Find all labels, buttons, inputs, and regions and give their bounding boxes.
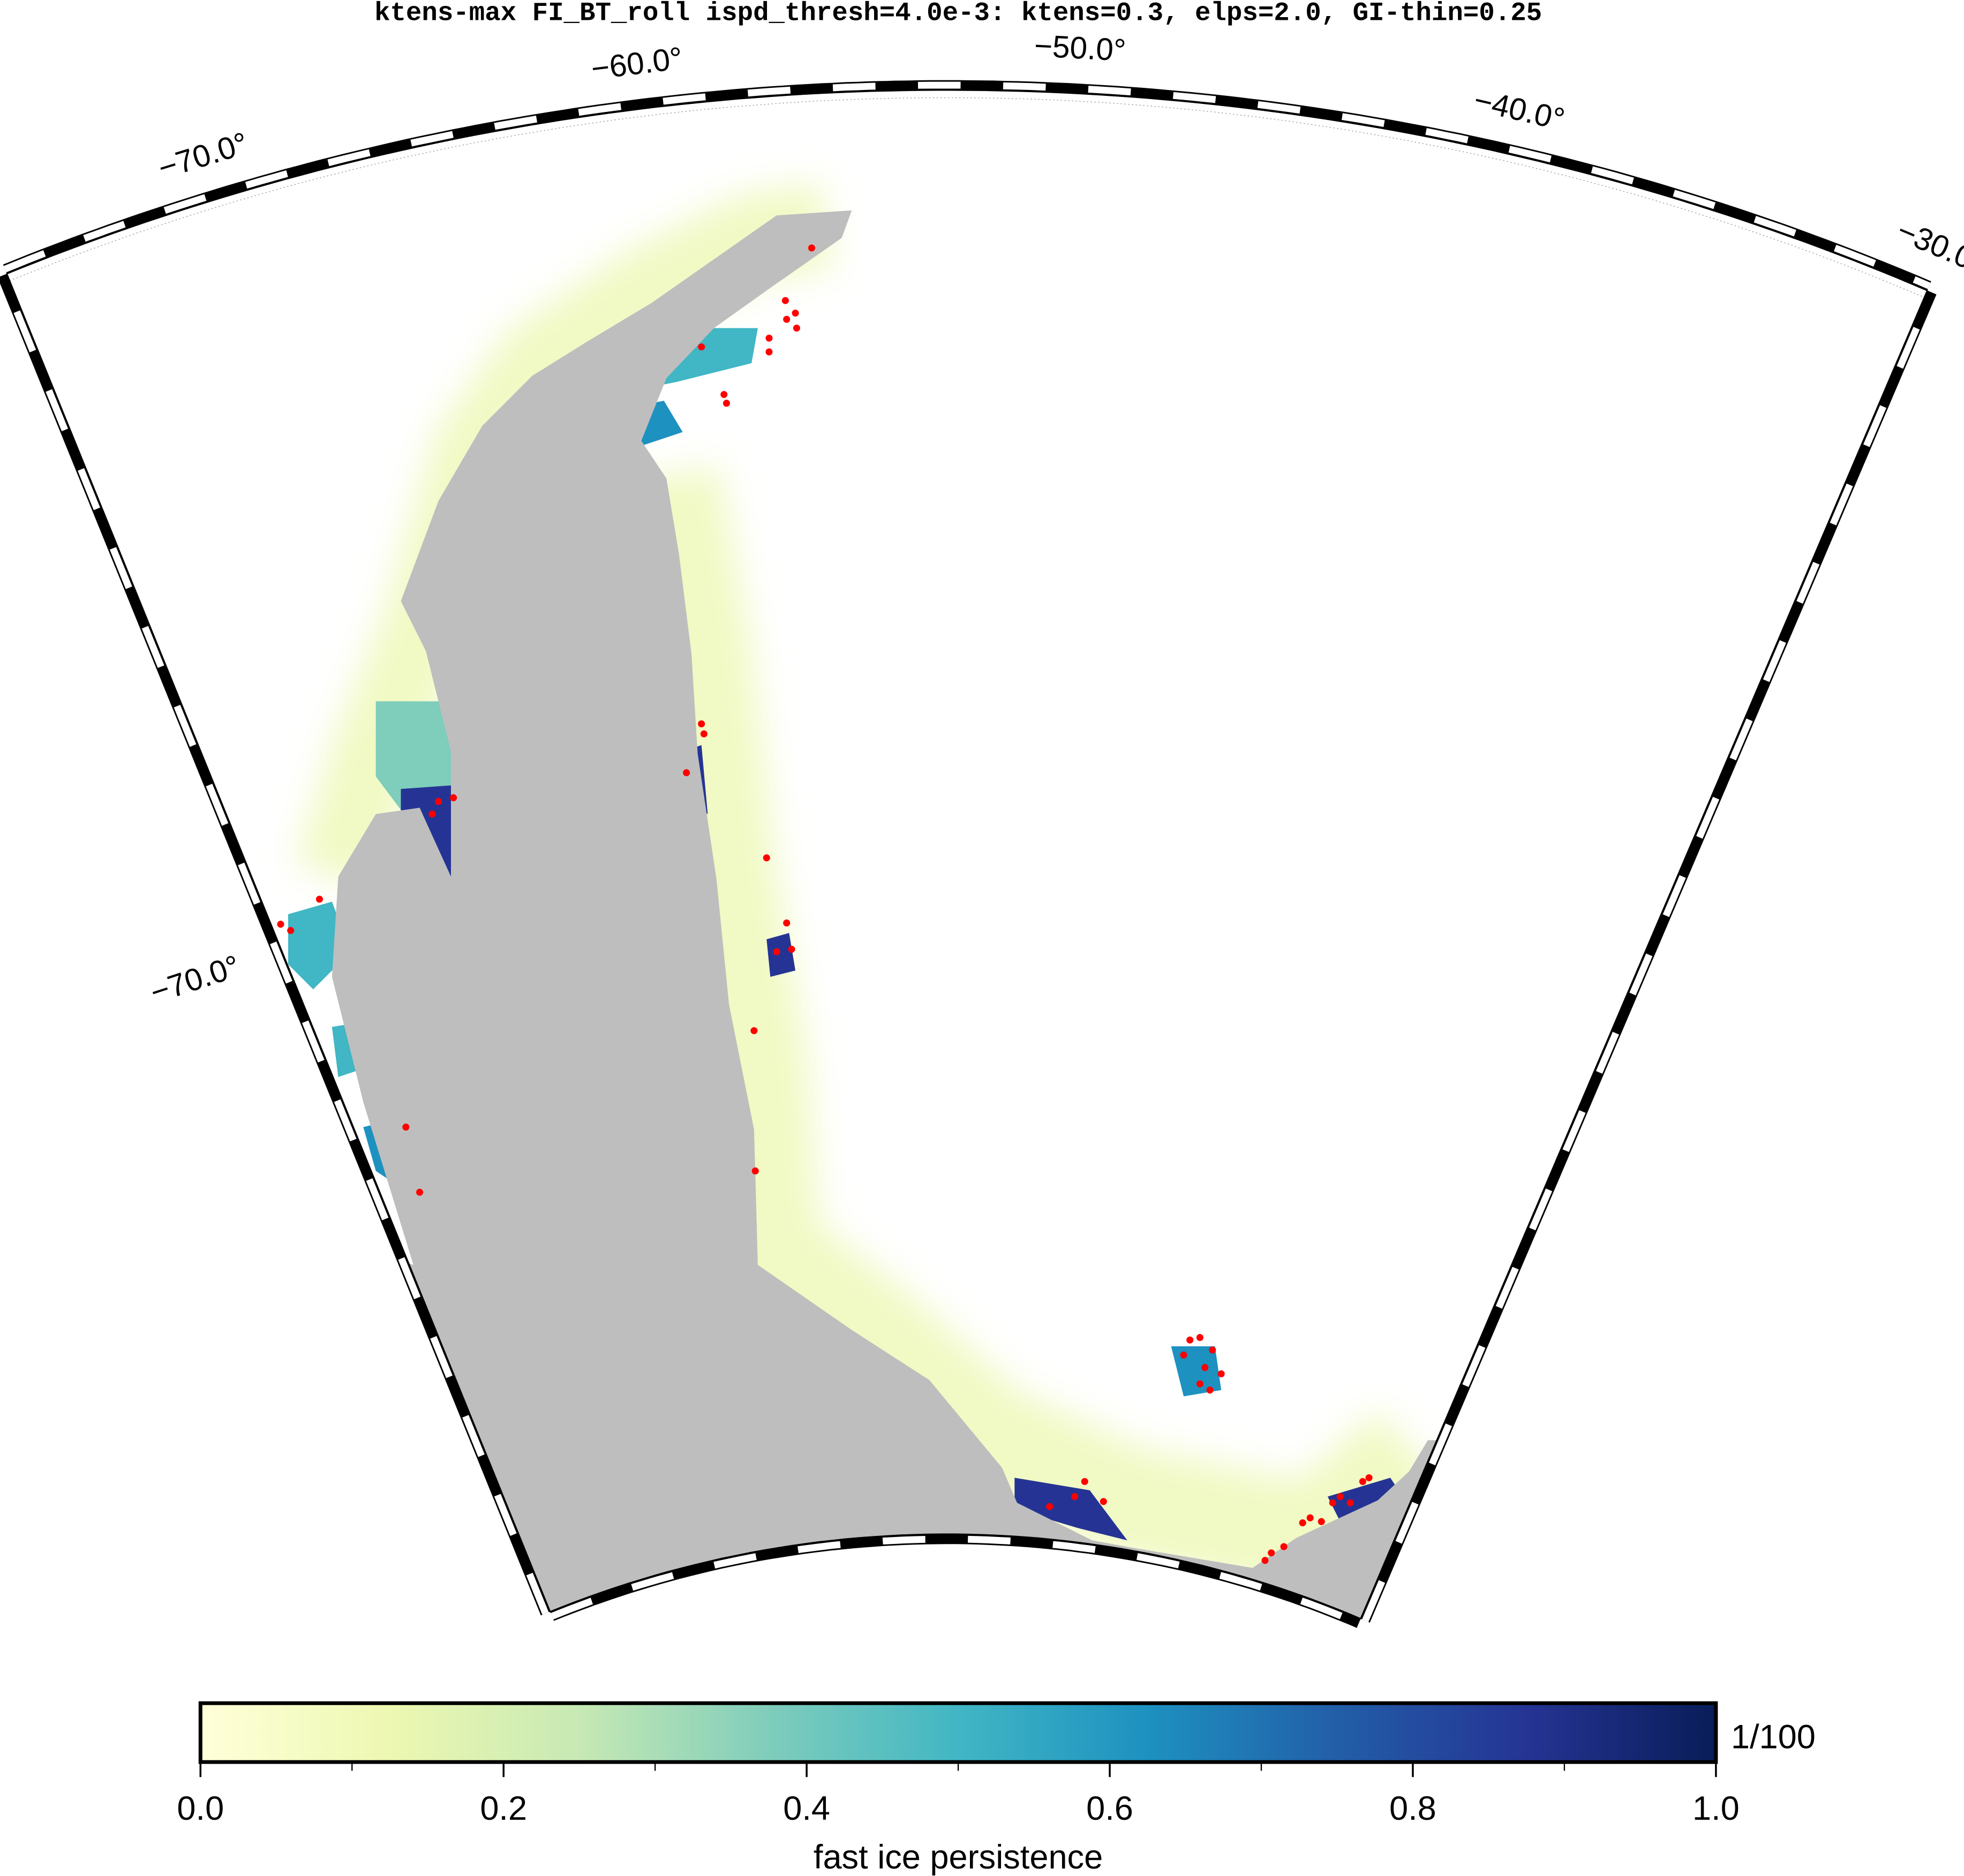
marker [788,945,795,953]
marker [751,1167,759,1174]
marker [763,854,770,862]
marker [700,730,708,737]
marker [783,919,791,926]
marker [698,343,705,351]
marker [1346,1499,1354,1506]
marker [1299,1519,1306,1527]
frame-band [551,1535,1360,1627]
marker [1180,1351,1187,1359]
marker [1359,1478,1366,1485]
marker [1196,1380,1203,1388]
marker [1217,1370,1225,1377]
marker [1186,1336,1194,1344]
marker [1329,1499,1336,1506]
marker [1306,1514,1314,1521]
marker [1261,1557,1269,1564]
marker [1196,1333,1203,1342]
colorbar-tick-label: 0.2 [480,1790,527,1827]
colorbar-tick-label: 0.0 [177,1790,224,1827]
marker [402,1124,410,1131]
marker [435,798,442,805]
marker [277,921,284,928]
ice-patch [1327,1478,1403,1522]
map-title: ktens-max FI_BT_roll ispd_thresh=4.0e-3:… [374,0,1542,28]
marker [1280,1543,1288,1550]
map-frame [0,80,1937,1628]
marker [773,948,780,955]
colorbar-tick-label: 0.6 [1086,1790,1133,1827]
colorbar-tick-label: 1.0 [1692,1790,1740,1827]
marker [1201,1364,1209,1372]
colorbar: 0.0 0.2 0.4 0.6 0.8 1.0 1/100 fast ice persiste… [177,1701,1816,1876]
ice-patch [1171,1346,1222,1397]
marker [416,1188,424,1196]
marker [1336,1493,1344,1500]
marker [723,400,731,407]
frame-band [0,274,549,1615]
marker [750,1027,758,1035]
frame-band [3,81,1931,289]
marker [1365,1474,1373,1481]
marker [765,348,773,356]
marker [1071,1493,1079,1500]
colorbar-tick-label: 0.4 [783,1790,830,1827]
marker [683,769,690,777]
colorbar-unit: 1/100 [1731,1718,1816,1756]
marker [808,244,816,252]
ice-band [608,466,1453,1601]
marker [781,297,789,304]
graticule [9,97,1925,298]
ice-patch [1014,1478,1127,1541]
marker [1209,1346,1216,1354]
colorbar-label: fast ice persistence [814,1839,1103,1876]
marker [698,720,705,728]
frame-band [1362,291,1935,1622]
marker [793,325,800,332]
marker [792,310,799,317]
marker [720,391,728,398]
marker [1268,1549,1275,1557]
marker [450,794,457,802]
land [332,210,1478,1619]
marker [765,334,773,342]
marker [428,810,436,818]
ice-patch [766,933,796,977]
colorbar-tick-label: 0.8 [1389,1790,1436,1827]
marker [783,315,791,323]
marker [287,926,295,935]
marker [1100,1498,1107,1505]
colorbar-scale [198,1701,1718,1764]
marker [315,895,323,903]
map-area [9,97,1925,1619]
marker [1318,1518,1325,1525]
marker [1206,1387,1214,1394]
marker [1081,1478,1088,1485]
marker [1046,1503,1054,1510]
longitude-label: −50.0° [1033,28,1126,68]
